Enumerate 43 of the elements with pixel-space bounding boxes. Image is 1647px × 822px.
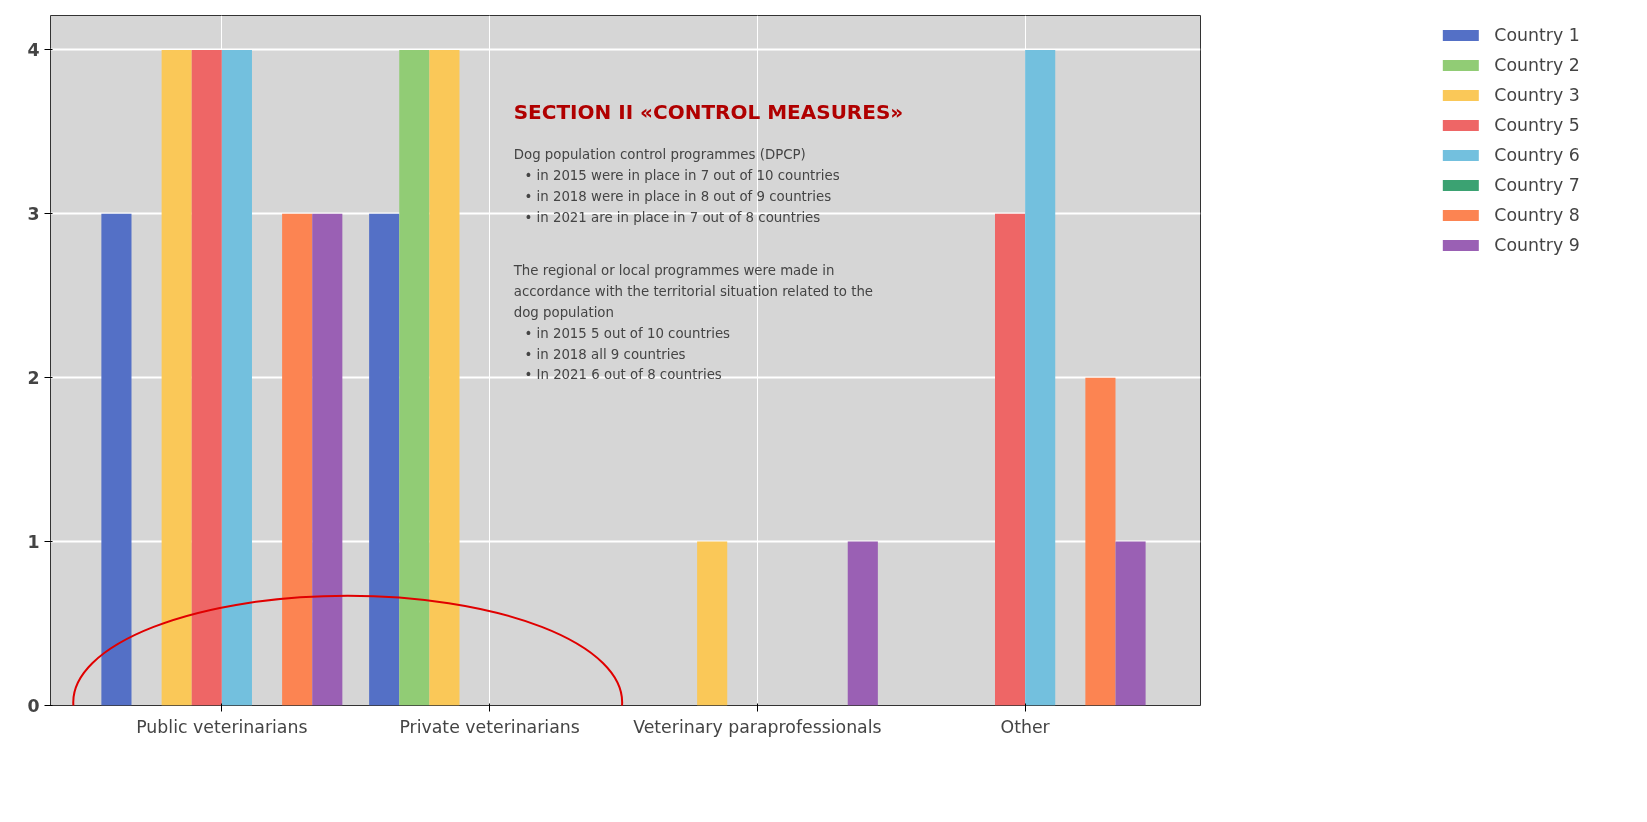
bar bbox=[191, 49, 222, 706]
bar bbox=[221, 49, 252, 706]
bar bbox=[1025, 49, 1056, 706]
legend-label: Country 5 bbox=[1494, 115, 1580, 135]
legend-label: Country 2 bbox=[1494, 55, 1580, 75]
legend-label: Country 6 bbox=[1494, 145, 1580, 165]
annotation: • in 2015 were in place in 7 out of 10 countries bbox=[524, 168, 840, 184]
legend-label: Country 3 bbox=[1494, 85, 1580, 105]
legend-label: Country 8 bbox=[1494, 205, 1580, 225]
y-tick-label: 2 bbox=[27, 368, 40, 389]
annotation: SECTION II «CONTROL MEASURES» bbox=[513, 100, 904, 125]
bar bbox=[847, 541, 878, 706]
x-tick-label: Veterinary paraprofessionals bbox=[633, 716, 882, 737]
legend-label: Country 1 bbox=[1494, 25, 1580, 45]
x-tick-label: Other bbox=[1000, 716, 1051, 737]
annotation: • in 2018 were in place in 8 out of 9 countries bbox=[524, 188, 832, 204]
legend-label: Country 7 bbox=[1494, 175, 1580, 195]
bar bbox=[1115, 541, 1146, 706]
bar bbox=[399, 49, 430, 706]
y-tick-label: 3 bbox=[27, 204, 40, 225]
bar bbox=[697, 541, 728, 706]
bar bbox=[429, 49, 460, 706]
bar bbox=[995, 213, 1026, 706]
x-tick-label: Private veterinarians bbox=[399, 716, 580, 737]
annotation: dog population bbox=[513, 304, 614, 320]
bar bbox=[312, 213, 343, 706]
legend-label: Country 9 bbox=[1494, 235, 1580, 255]
bar bbox=[101, 213, 132, 706]
x-tick-label: Public veterinarians bbox=[136, 716, 308, 737]
annotation: Dog population control programmes (DPCP) bbox=[513, 147, 806, 163]
annotation: • In 2021 6 out of 8 countries bbox=[524, 367, 722, 383]
annotation: • in 2018 all 9 countries bbox=[524, 346, 686, 362]
y-tick-label: 0 bbox=[27, 696, 40, 716]
bar bbox=[1085, 377, 1116, 706]
bar bbox=[369, 213, 400, 706]
annotation: The regional or local programmes were made in bbox=[512, 263, 835, 279]
bar bbox=[282, 213, 313, 706]
y-tick-label: 4 bbox=[27, 40, 40, 61]
annotation: • in 2015 5 out of 10 countries bbox=[524, 325, 731, 341]
annotation: • in 2021 are in place in 7 out of 8 countries bbox=[524, 209, 821, 225]
bar bbox=[161, 49, 192, 706]
y-tick-label: 1 bbox=[27, 532, 40, 553]
annotation: accordance with the territorial situation related to the bbox=[513, 284, 874, 300]
